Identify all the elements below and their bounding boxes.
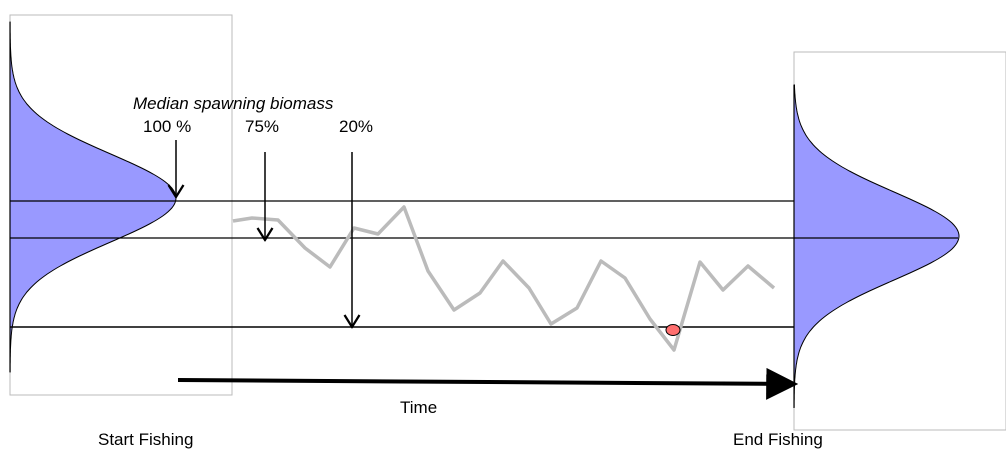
marker-label-75: 75%: [245, 117, 280, 136]
right-arrow-icon: [177, 367, 799, 400]
marker-label-20: 20%: [339, 117, 374, 136]
start-fishing-label: Start Fishing: [98, 430, 194, 449]
end-fishing-label: End Fishing: [733, 430, 823, 449]
marker-label-100: 100 %: [143, 117, 192, 136]
biomass-trajectory: [232, 205, 776, 352]
end-distribution-curve: [793, 84, 960, 409]
diagram-title: Median spawning biomass: [133, 94, 334, 113]
time-label: Time: [400, 398, 438, 417]
red-dot-icon: [665, 324, 681, 336]
